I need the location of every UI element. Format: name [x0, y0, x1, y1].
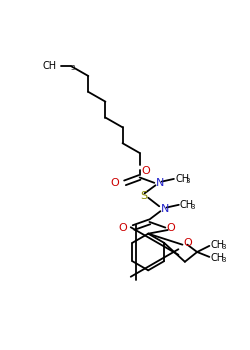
Text: 3: 3 [190, 204, 195, 210]
Text: CH: CH [180, 200, 194, 210]
Text: 3: 3 [221, 244, 226, 250]
Text: S: S [140, 191, 147, 201]
Text: CH: CH [175, 174, 189, 184]
Text: CH: CH [42, 61, 56, 71]
Text: O: O [119, 223, 128, 232]
Text: O: O [166, 223, 175, 232]
Text: CH: CH [210, 253, 225, 263]
Text: O: O [141, 166, 150, 176]
Text: N: N [160, 204, 169, 214]
Text: 3: 3 [221, 257, 226, 263]
Text: O: O [110, 178, 119, 188]
Text: 3: 3 [70, 65, 74, 71]
Text: O: O [184, 238, 192, 248]
Text: 3: 3 [186, 178, 190, 184]
Text: N: N [156, 178, 164, 188]
Text: CH: CH [210, 240, 225, 250]
